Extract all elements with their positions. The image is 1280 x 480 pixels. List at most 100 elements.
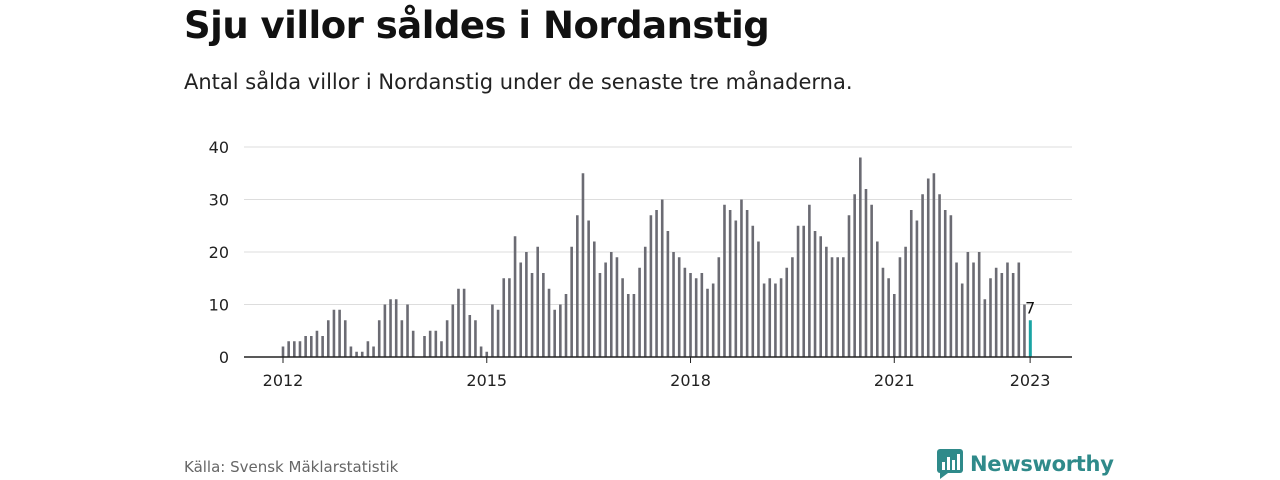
- bar: [343, 320, 347, 357]
- bar: [598, 273, 602, 357]
- source-note: Källa: Svensk Mäklarstatistik: [184, 458, 399, 476]
- bar: [791, 257, 794, 357]
- x-tick-label: 2023: [1010, 371, 1051, 390]
- bar: [689, 273, 692, 357]
- y-tick-label: 0: [219, 348, 229, 367]
- bar: [462, 288, 466, 357]
- bar: [723, 204, 726, 357]
- bar: [762, 283, 766, 357]
- bar: [921, 194, 924, 357]
- bar: [655, 210, 658, 357]
- bar: [870, 204, 873, 357]
- bar: [898, 257, 902, 357]
- bar: [587, 220, 590, 357]
- bar: [536, 246, 539, 357]
- bar: [440, 341, 443, 357]
- bar: [785, 267, 789, 357]
- brand-logo[interactable]: Newsworthy: [936, 448, 1114, 480]
- chart-title: Sju villor såldes i Nordanstig: [184, 4, 770, 47]
- bar: [491, 304, 494, 357]
- bar: [389, 299, 392, 357]
- y-tick-label: 10: [209, 296, 229, 315]
- bar: [326, 320, 330, 357]
- y-tick-label: 40: [209, 138, 229, 157]
- bar: [955, 262, 958, 357]
- bar: [281, 346, 285, 357]
- bar: [434, 330, 438, 357]
- bar: [694, 278, 698, 357]
- bar: [757, 241, 760, 357]
- bar: [315, 330, 319, 357]
- bar: [813, 231, 817, 357]
- bar: [621, 278, 624, 357]
- bar: [700, 273, 704, 357]
- bar: [977, 252, 981, 357]
- bar: [593, 241, 596, 357]
- bar: [779, 278, 783, 357]
- bar: [740, 199, 743, 357]
- bar: [576, 215, 579, 357]
- bar: [287, 341, 290, 357]
- bar: [310, 336, 313, 357]
- bar: [508, 278, 511, 357]
- bar: [372, 346, 375, 357]
- bar: [519, 262, 523, 357]
- bar: [349, 346, 353, 357]
- bar: [423, 336, 426, 357]
- bar: [966, 252, 970, 357]
- bar: [479, 346, 483, 357]
- bar: [711, 283, 715, 357]
- bar: [1011, 273, 1015, 357]
- brand-name: Newsworthy: [970, 452, 1114, 476]
- bar: [474, 320, 477, 357]
- bar: [581, 173, 585, 357]
- bar: [926, 178, 930, 357]
- bar: [355, 351, 358, 357]
- bar: [383, 304, 387, 357]
- bar: [836, 257, 839, 357]
- bar: [660, 199, 664, 357]
- bar: [915, 220, 919, 357]
- bar: [717, 257, 721, 357]
- bar: [609, 252, 613, 357]
- bar: [394, 299, 398, 357]
- bar: [496, 309, 500, 357]
- bar: [468, 315, 472, 357]
- bar: [485, 351, 489, 357]
- bar: [377, 320, 381, 357]
- bar: [626, 294, 630, 357]
- x-tick-label: 2018: [670, 371, 711, 390]
- bar: [728, 210, 732, 357]
- bar: [876, 241, 879, 357]
- bar: [994, 267, 998, 357]
- bar: [332, 309, 336, 357]
- bar: [530, 273, 534, 357]
- bar: [706, 288, 709, 357]
- bar: [830, 257, 834, 357]
- bar: [1006, 262, 1009, 357]
- bar: [649, 215, 653, 357]
- bar: [298, 341, 302, 357]
- bar: [1000, 273, 1004, 357]
- bar: [887, 278, 890, 357]
- bar: [428, 330, 432, 357]
- bar: [949, 215, 953, 357]
- bar: [842, 257, 845, 357]
- bar: [400, 320, 404, 357]
- bar-chart: 0 10 20 30 40 2012 2015 2018 2021 2023 7: [209, 138, 1072, 390]
- bar: [525, 252, 528, 357]
- bar: [904, 246, 907, 357]
- bar: [825, 246, 828, 357]
- x-tick-label: 2021: [874, 371, 915, 390]
- bar: [406, 304, 409, 357]
- bar: [802, 225, 806, 357]
- bar: [943, 210, 947, 357]
- bar: [547, 288, 551, 357]
- bar: [513, 236, 517, 357]
- bar: [615, 257, 619, 357]
- bar: [542, 273, 545, 357]
- x-tick-label: 2012: [263, 371, 304, 390]
- bar: [304, 336, 307, 357]
- highlight-value-label: 7: [1025, 298, 1035, 317]
- bar: [445, 320, 449, 357]
